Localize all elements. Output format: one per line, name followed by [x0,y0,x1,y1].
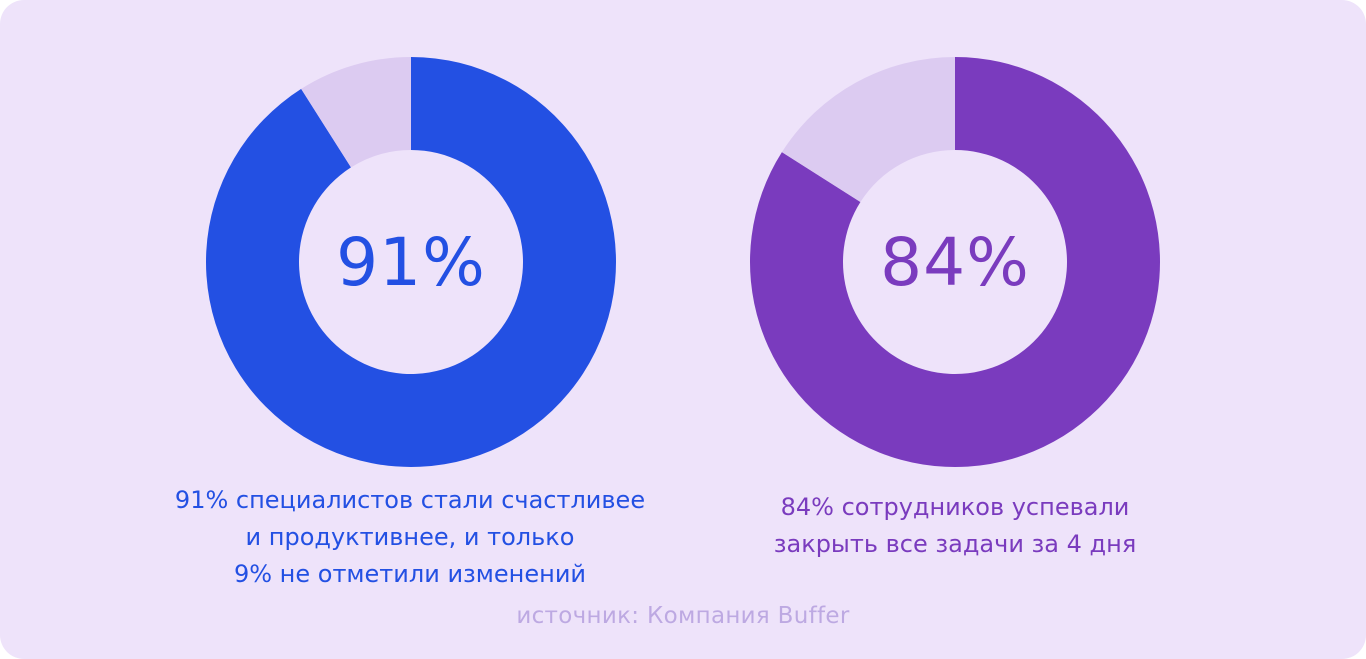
slice-remainder [781,57,955,202]
donut-chart-employees-svg [750,57,1160,467]
caption-specialists: 91% специалистов стали счастливее и прод… [110,482,710,593]
slice-no-change [301,57,411,168]
caption-line: закрыть все задачи за 4 дня [773,530,1137,558]
center-label-employees: 84% [880,223,1030,301]
source-note: источник: Компания Buffer [516,603,850,629]
caption-line: и продуктивнее, и только [245,523,575,551]
slice-finished-tasks [750,57,1160,467]
caption-line: 91% специалистов стали счастливее [174,486,646,514]
donut-chart-employees: 84% [749,56,1161,468]
donut-chart-specialists: 91% [205,56,617,468]
caption-employees: 84% сотрудников успевали закрыть все зад… [655,489,1255,563]
donut-chart-specialists-svg [205,57,616,467]
caption-line: 9% не отметили изменений [233,560,587,588]
center-label-specialists: 91% [336,223,486,301]
caption-line: 84% сотрудников успевали [780,493,1130,521]
slice-happier [205,57,616,467]
